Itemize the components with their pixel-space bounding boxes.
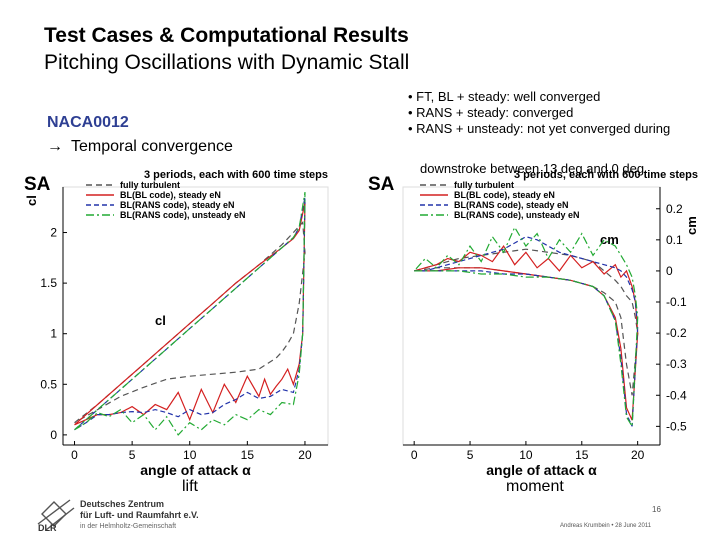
institute-block: Deutsches Zentrum für Luft- und Raumfahr… [38,499,199,533]
y-axis-label: cm [684,216,699,235]
y-tick-label: -0.2 [666,326,687,340]
y-tick-label: -0.4 [666,388,687,402]
y-tick-label: 0 [50,428,57,442]
institute-line: in der Helmholtz-Gemeinschaft [80,523,177,530]
x-tick-label: 10 [519,448,533,462]
y-axis-label: cl [24,195,39,206]
page-number: 16 [652,505,661,514]
legend-entry: BL(RANS code), steady eN [120,200,235,210]
temporal-convergence-text: Temporal convergence [71,138,233,155]
x-tick-label: 10 [183,448,197,462]
y-tick-label: -0.1 [666,295,687,309]
bullet-item: • RANS + steady: converged [408,105,574,120]
bullet-item: • RANS + unsteady: not yet converged dur… [408,121,671,136]
moment-caption: moment [506,478,564,495]
series-line [74,192,306,436]
institute-line: Deutsches Zentrum [80,499,165,509]
y-tick-label: -0.5 [666,419,687,433]
x-tick-label: 5 [129,448,136,462]
legend-entry: BL(BL code), steady eN [454,190,555,200]
chart-title: 3 periods, each with 600 time steps [144,169,328,181]
bullet-list: • FT, BL + steady: well converged • RANS… [408,89,670,177]
x-tick-label: 0 [71,448,78,462]
x-tick-label: 20 [631,448,645,462]
lift-chart: 0 5 10 15 20 0 0.5 1 1.5 2 SA 3 periods, each with … [24,169,329,478]
y-tick-label: 1.5 [40,276,57,290]
bullet-continuation: downstroke between 13 deg and 0 deg [420,161,645,176]
slide-subtitle: Pitching Oscillations with Dynamic Stall [44,51,410,74]
series-line [413,226,639,429]
legend-entry: BL(RANS code), steady eN [454,200,569,210]
series-line [74,202,306,426]
temporal-convergence-label: → Temporal convergence [47,138,233,156]
x-axis-label: angle of attack α [140,462,251,478]
y-tick-label: 0 [666,264,673,278]
moment-chart: 0 5 10 15 20 0.2 0.1 0 -0.1 -0.2 -0.3 -0.4 -0.5 SA 3 p… [368,169,699,478]
lift-caption: lift [182,478,198,495]
series-line [74,220,306,424]
model-label: SA [368,174,395,195]
y-tick-label: 2 [50,226,57,240]
model-label: SA [24,174,51,195]
y-tick-label: 1 [50,327,57,341]
institute-line: für Luft- und Raumfahrt e.V. [80,510,199,520]
slide-title: Test Cases & Computational Results [44,24,409,47]
y-tick-label: 0.5 [40,377,57,391]
legend-entry: fully turbulent [454,180,514,190]
series-line [414,236,639,427]
legend-entry: BL(RANS code), unsteady eN [120,210,246,220]
logo-abbreviation: DLR [38,523,57,533]
bullet-item: • FT, BL + steady: well converged [408,89,601,104]
inner-series-label: cl [155,313,166,328]
plot-frame [62,186,329,446]
series-line [74,196,306,431]
author-date: Andreas Krumbein • 28 June 2011 [560,523,652,529]
legend-entry: BL(BL code), steady eN [120,190,221,200]
y-tick-label: 0.1 [666,233,683,247]
x-tick-label: 5 [467,448,474,462]
x-tick-label: 20 [298,448,312,462]
airfoil-label: NACA0012 [47,114,129,131]
series-line [414,245,639,421]
y-tick-label: 0.2 [666,202,683,216]
dlr-logo-icon [37,499,75,531]
legend-entry: BL(RANS code), unsteady eN [454,210,580,220]
x-tick-label: 15 [241,448,255,462]
inner-series-label: cm [600,232,619,247]
x-axis-label: angle of attack α [486,462,597,478]
legend-entry: fully turbulent [120,180,180,190]
arrow-right-icon: → [47,138,63,155]
x-tick-label: 0 [411,448,418,462]
x-tick-label: 15 [575,448,589,462]
plot-frame [402,186,661,446]
y-tick-label: -0.3 [666,357,687,371]
chart-title: 3 periods, each with 600 time steps [514,169,698,181]
